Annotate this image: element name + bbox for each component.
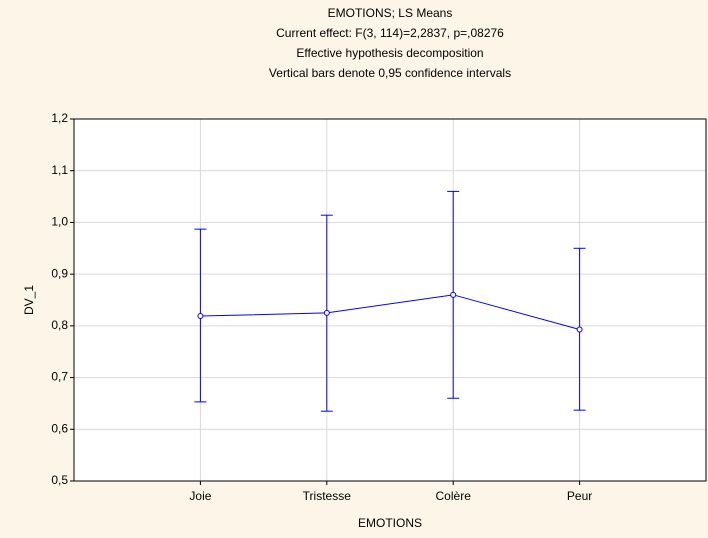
chart-subtitle: Current effect: F(3, 114)=2,2837, p=,082… [276,26,504,40]
data-point [576,326,583,333]
x-tick-label: Peur [567,489,592,503]
y-tick-label: 0,7 [51,370,68,384]
y-tick-label: 1,2 [51,111,68,125]
plot-area [74,119,706,481]
y-tick-label: 0,9 [51,266,68,280]
x-tick-label: Tristesse [303,489,352,503]
y-tick-label: 1,0 [51,215,68,229]
data-line [200,294,580,330]
y-tick-label: 0,6 [51,421,68,435]
chart-subtitle: Effective hypothesis decomposition [296,46,483,60]
x-tick-label: Joie [189,489,211,503]
y-tick-label: 1,1 [51,163,68,177]
x-tick-label: Colère [436,489,472,503]
y-tick-label: 0,5 [51,473,68,487]
chart-subtitle: Vertical bars denote 0,95 confidence int… [269,66,511,80]
plot-border [73,118,707,482]
y-axis-label: DV_1 [22,285,36,315]
data-point [450,291,457,298]
x-axis-label: EMOTIONS [358,516,422,530]
y-tick-label: 0,8 [51,318,68,332]
data-point [323,309,330,316]
data-point [197,313,204,320]
chart-title: EMOTIONS; LS Means [328,6,453,20]
